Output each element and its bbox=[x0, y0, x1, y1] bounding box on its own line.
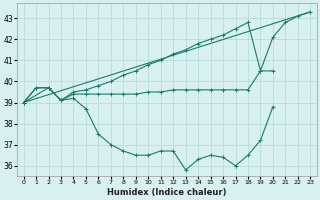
X-axis label: Humidex (Indice chaleur): Humidex (Indice chaleur) bbox=[107, 188, 227, 197]
